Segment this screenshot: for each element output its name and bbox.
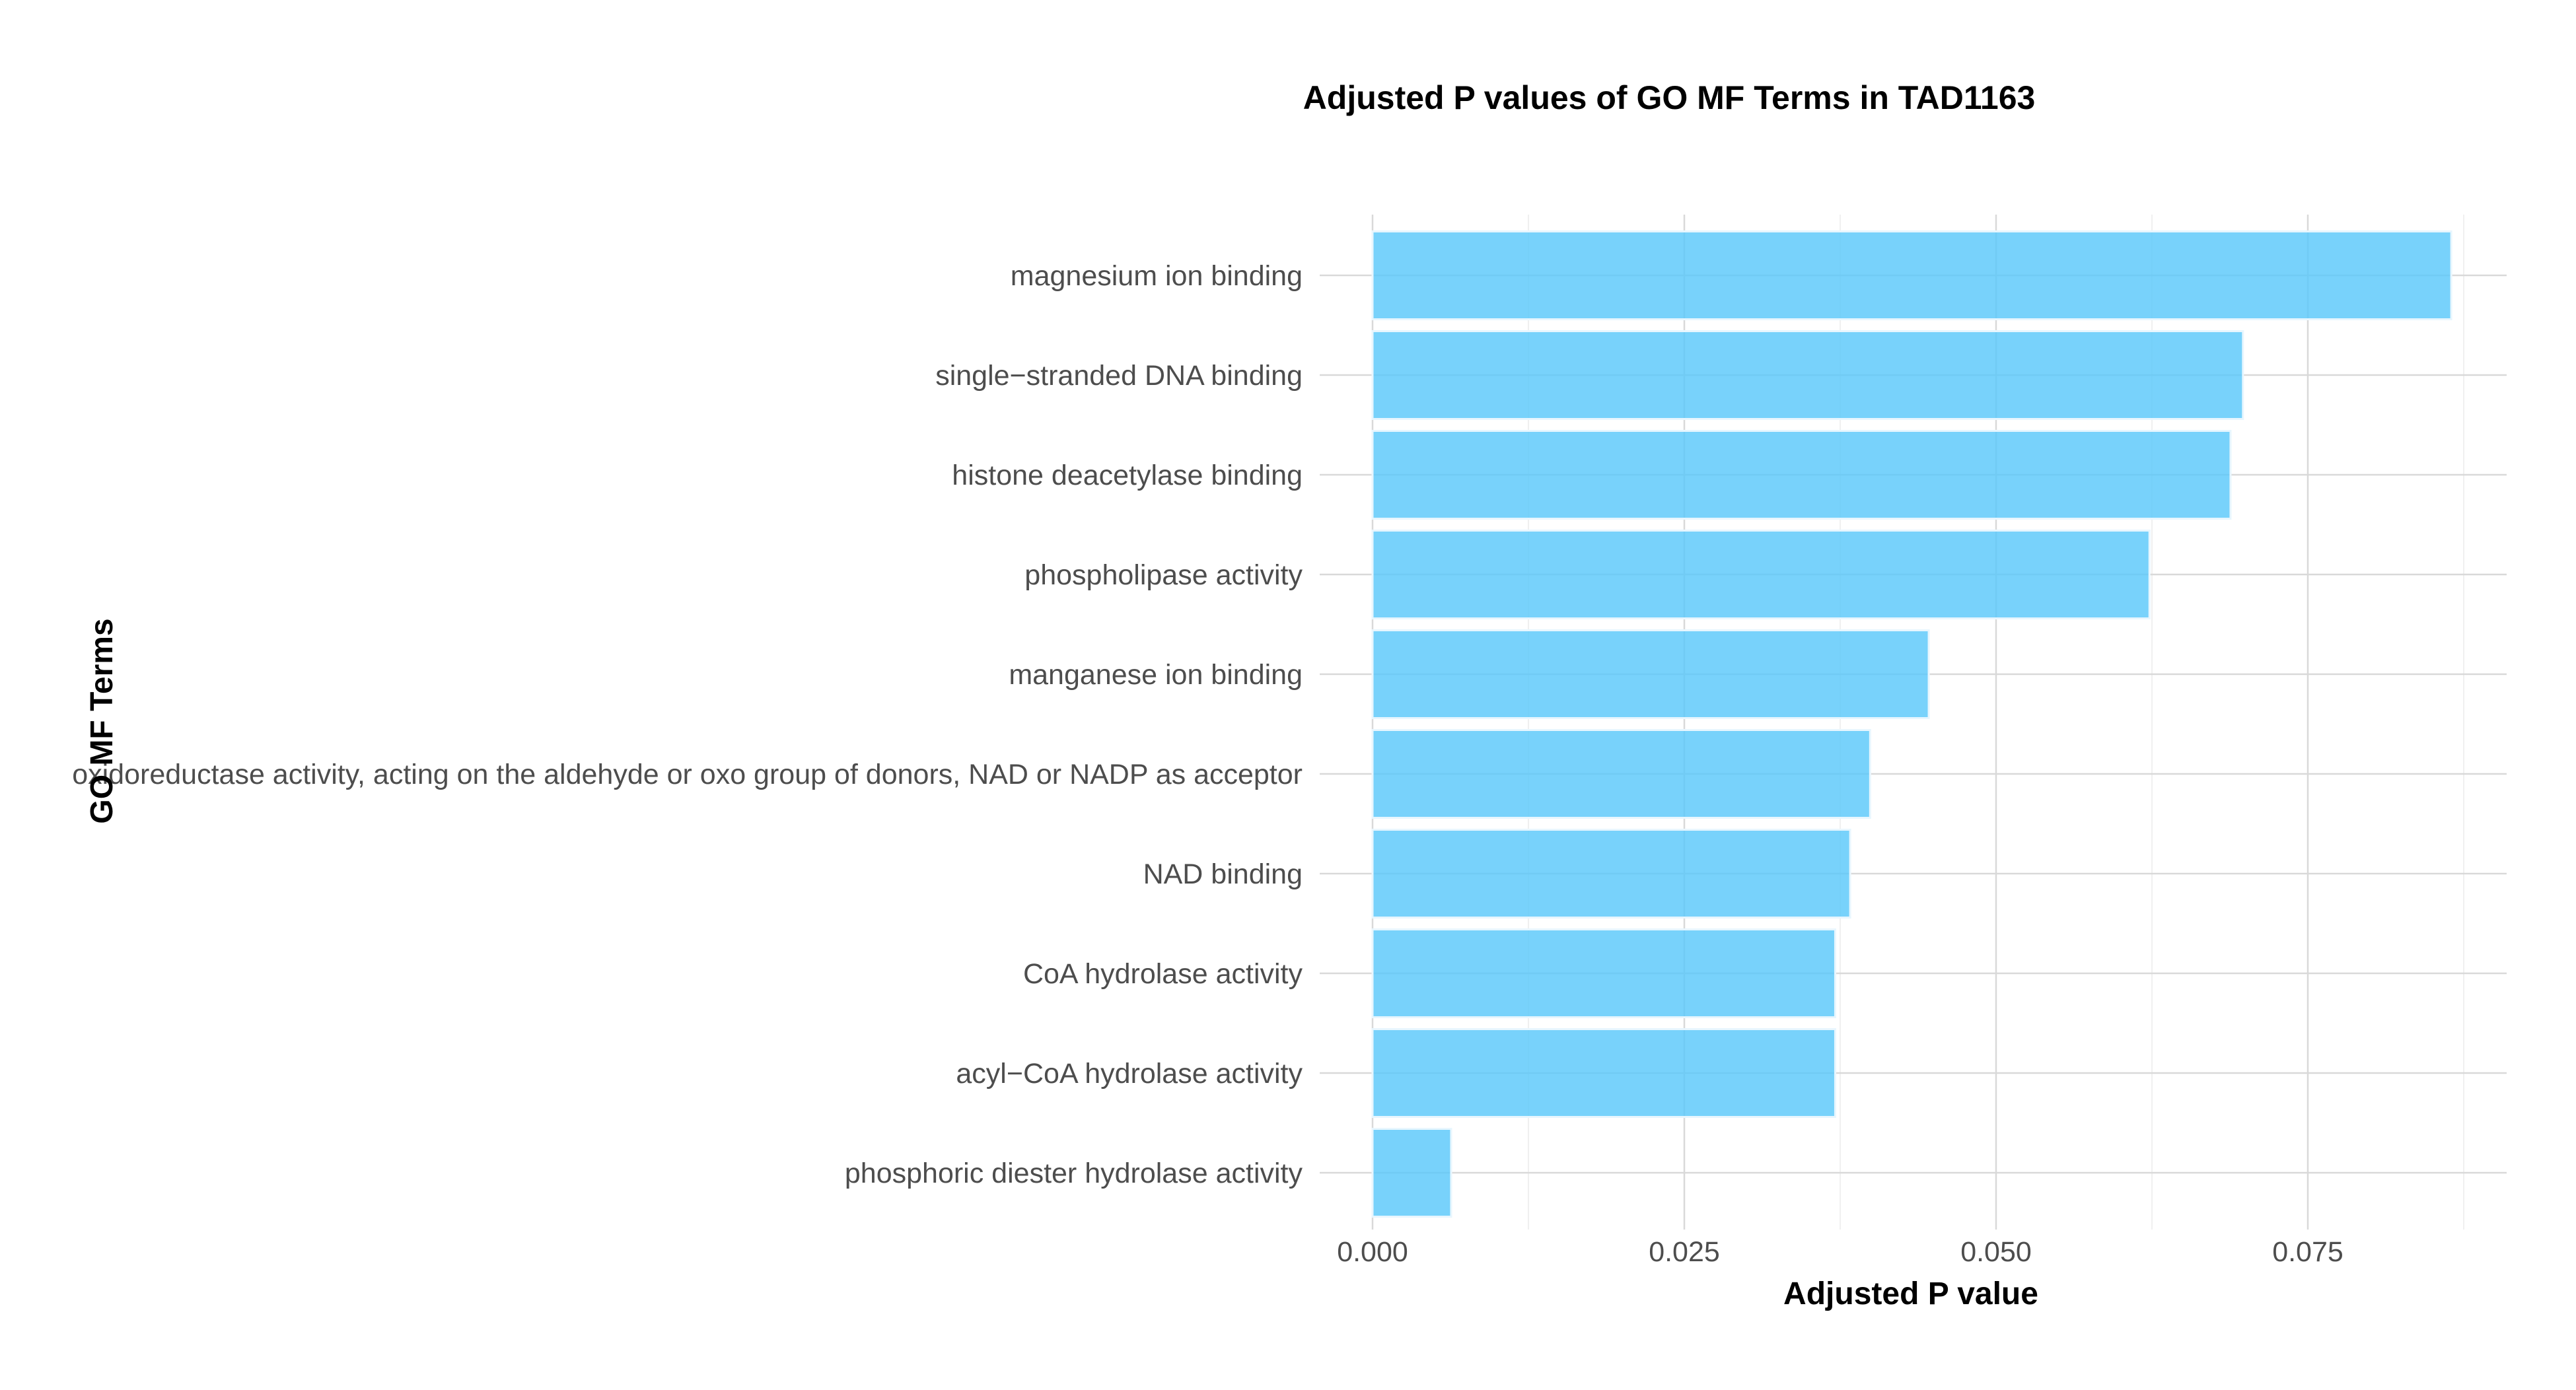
y-tick-label: phosphoric diester hydrolase activity (845, 1158, 1303, 1189)
x-tick-label: 0.000 (1337, 1236, 1408, 1268)
x-axis-title: Adjusted P value (1783, 1276, 2038, 1311)
y-tick-label: single−stranded DNA binding (935, 360, 1303, 392)
y-tick-label: CoA hydrolase activity (1023, 958, 1303, 990)
bar (1371, 729, 1871, 819)
x-tick-label: 0.050 (1960, 1236, 2032, 1268)
y-axis-tick-labels: magnesium ion binding single−stranded DNA… (72, 260, 1303, 1189)
x-axis-tick-labels: 0.000 0.025 0.050 0.075 (1337, 1236, 2343, 1268)
bar (1371, 829, 1851, 919)
bar (1371, 430, 2232, 520)
bar (1371, 230, 2452, 320)
bar (1371, 1128, 1452, 1218)
bar (1371, 928, 1836, 1018)
y-tick-label: magnesium ion binding (1011, 260, 1303, 292)
chart-title: Adjusted P values of GO MF Terms in TAD1… (1303, 79, 2036, 116)
x-tick-label: 0.075 (2272, 1236, 2343, 1268)
bars (1371, 230, 2452, 1218)
y-axis-title: GO MF Terms (85, 618, 120, 823)
bar (1371, 1028, 1836, 1118)
bar (1371, 629, 1930, 719)
y-tick-label: oxidoreductase activity, acting on the a… (72, 759, 1303, 790)
y-tick-label: histone deacetylase binding (952, 460, 1303, 491)
x-tick-label: 0.025 (1649, 1236, 1720, 1268)
y-tick-label: acyl−CoA hydrolase activity (956, 1058, 1303, 1090)
y-tick-label: phospholipase activity (1024, 559, 1303, 591)
y-tick-label: NAD binding (1143, 858, 1303, 890)
bar (1371, 530, 2151, 619)
bar (1371, 330, 2244, 420)
y-tick-label: manganese ion binding (1009, 659, 1303, 691)
